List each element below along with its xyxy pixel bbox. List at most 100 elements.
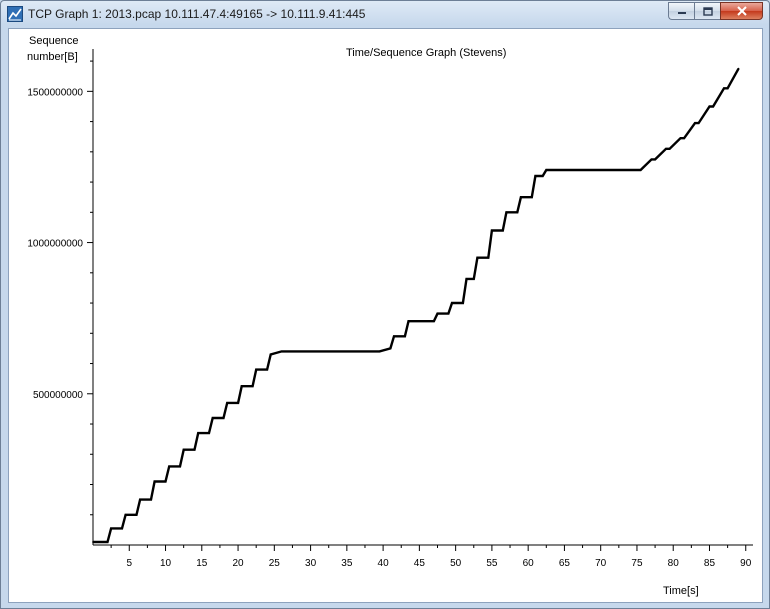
x-tick-label: 10: [160, 558, 172, 569]
x-tick-label: 55: [486, 558, 498, 569]
series-point: [269, 353, 272, 356]
series-point: [121, 527, 123, 530]
window-title: TCP Graph 1: 2013.pcap 10.111.47.4:49165…: [28, 7, 366, 21]
x-tick-label: 35: [341, 558, 353, 569]
x-tick-label: 60: [523, 558, 535, 569]
y-axis-label-line1: Sequence: [29, 35, 79, 47]
x-tick-label: 15: [196, 558, 208, 569]
minimize-button[interactable]: [668, 2, 694, 20]
series-point: [404, 335, 406, 338]
x-tick-label: 50: [450, 558, 462, 569]
series-point: [237, 402, 240, 404]
series-point: [447, 312, 450, 315]
series-point: [737, 67, 740, 70]
x-tick-label: 5: [126, 558, 132, 569]
series-point: [472, 278, 475, 280]
series-point: [164, 480, 167, 483]
series-point: [476, 256, 479, 259]
x-tick-label: 30: [305, 558, 317, 569]
series-point: [436, 312, 439, 315]
x-tick-label: 90: [740, 558, 752, 569]
series-point: [639, 169, 642, 171]
x-tick-label: 20: [232, 558, 244, 569]
series-point: [280, 350, 283, 353]
series-point: [668, 147, 671, 150]
close-button[interactable]: [720, 2, 763, 20]
series-point: [654, 158, 656, 161]
graph-area[interactable]: Sequence number[B] Time/Sequence Graph (…: [8, 28, 763, 603]
sequence-series: [92, 67, 740, 544]
x-axis-label: Time[s]: [663, 585, 699, 597]
y-tick-label: 1500000000: [27, 87, 83, 98]
x-tick-label: 45: [414, 558, 426, 569]
series-point: [541, 175, 544, 177]
series-point: [266, 368, 268, 371]
y-tick-label: 1000000000: [27, 239, 83, 250]
y-axis-ticks: 500000000 1000000000 1500000000: [27, 60, 93, 516]
series-point: [153, 480, 156, 483]
series-point: [501, 229, 504, 232]
series-point: [451, 302, 453, 304]
series-point: [106, 541, 109, 543]
series-point: [694, 122, 696, 124]
x-tick-label: 70: [595, 558, 607, 569]
x-tick-label: 75: [631, 558, 643, 569]
series-point: [465, 278, 468, 280]
series-point: [251, 385, 254, 388]
series-point: [712, 105, 714, 108]
x-axis-ticks: 5 10 15 20 25 30 35 40 45 50 55 60 65 70 75 80 85 90: [110, 545, 752, 569]
series-point: [110, 527, 112, 530]
time-sequence-chart[interactable]: Sequence number[B] Time/Sequence Graph (…: [9, 29, 762, 602]
series-point: [723, 87, 725, 90]
series-point: [545, 169, 548, 171]
series-point: [389, 347, 392, 350]
series-point: [433, 320, 435, 323]
x-tick-label: 85: [704, 558, 716, 569]
series-point: [393, 335, 395, 338]
y-axis-label-line2: number[B]: [27, 51, 78, 63]
x-tick-label: 65: [559, 558, 571, 569]
series-point: [505, 211, 508, 214]
title-bar[interactable]: TCP Graph 1: 2013.pcap 10.111.47.4:49165…: [1, 1, 769, 27]
chart-title: Time/Sequence Graph (Stevens): [346, 47, 506, 59]
maximize-button[interactable]: [694, 2, 720, 20]
series-point: [665, 147, 667, 150]
series-point: [139, 498, 142, 501]
series-line: [93, 68, 740, 544]
series-point: [534, 175, 537, 177]
series-point: [226, 402, 229, 404]
series-point: [407, 320, 410, 323]
y-tick-label: 500000000: [33, 390, 83, 401]
close-icon: [736, 6, 747, 16]
series-point: [182, 448, 185, 451]
series-point: [683, 137, 685, 140]
series-point: [240, 385, 243, 388]
series-point: [520, 196, 522, 199]
series-point: [697, 122, 700, 124]
series-point: [135, 513, 138, 516]
series-point: [556, 169, 559, 171]
maximize-icon: [702, 6, 713, 16]
minimize-icon: [677, 12, 686, 14]
series-point: [255, 368, 258, 371]
series-point: [530, 196, 533, 199]
wireshark-graph-icon: [7, 6, 23, 22]
series-point: [150, 498, 152, 501]
x-tick-label: 80: [668, 558, 680, 569]
series-point: [650, 158, 653, 161]
x-tick-label: 40: [378, 558, 390, 569]
series-point: [516, 211, 519, 214]
x-tick-label: 25: [269, 558, 281, 569]
series-point: [491, 229, 493, 232]
series-point: [193, 448, 196, 451]
series-point: [679, 137, 682, 140]
series-point: [378, 350, 381, 353]
series-point: [487, 256, 490, 259]
series-point: [208, 432, 210, 434]
series-point: [92, 541, 94, 543]
series-point: [179, 465, 181, 468]
series-point: [211, 417, 214, 419]
series-point: [726, 87, 729, 90]
series-point: [462, 302, 464, 304]
